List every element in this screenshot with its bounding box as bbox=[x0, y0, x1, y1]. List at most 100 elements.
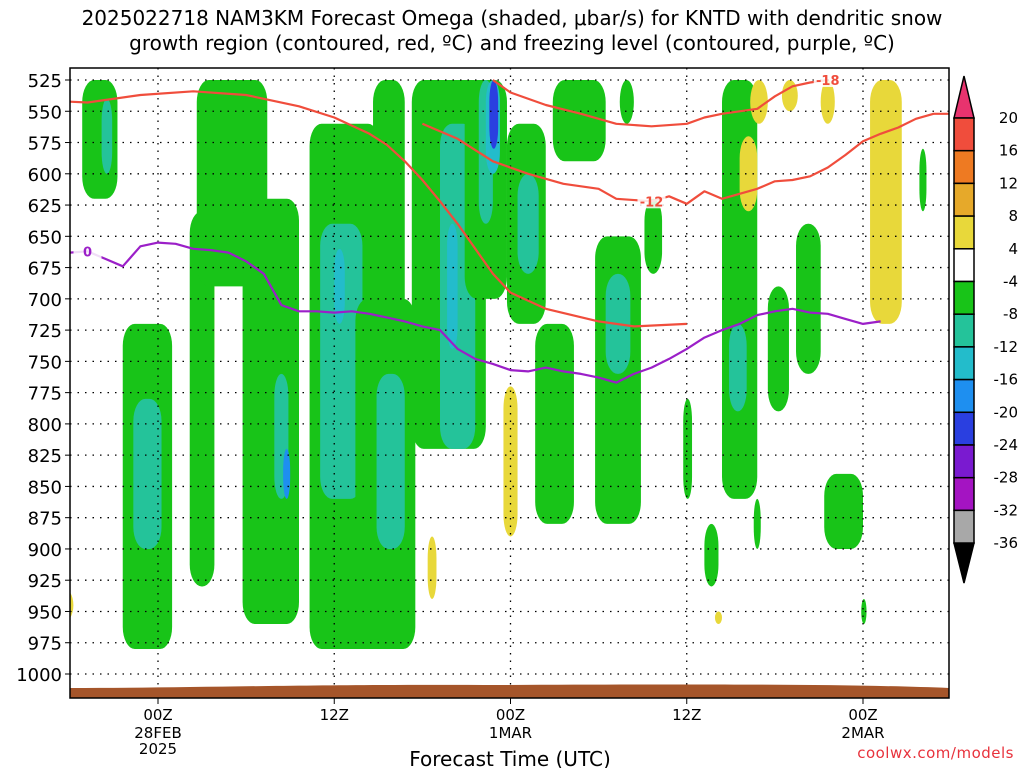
y-tick-label: 525 bbox=[28, 71, 62, 92]
x-tick-label: 00Z bbox=[143, 706, 172, 724]
omega-cell bbox=[714, 611, 722, 624]
colorbar-tick-label: 20 bbox=[999, 109, 1018, 127]
colorbar-tick-label: 4 bbox=[1008, 240, 1018, 258]
colorbar: 20 16 12 8 4 -4 -8 -12 -16 -20 -24 -28 -32 -36 bbox=[953, 75, 1019, 584]
omega-cell bbox=[796, 223, 821, 374]
colorbar-tick-label: -28 bbox=[994, 469, 1019, 487]
x-tick-label: 12Z bbox=[672, 706, 701, 724]
omega-cell bbox=[535, 323, 574, 524]
colorbar-segment bbox=[953, 444, 975, 479]
plot-frame bbox=[69, 67, 950, 699]
x-tick-sublabel: 2025 bbox=[139, 740, 177, 758]
y-tick-label: 1000 bbox=[16, 665, 62, 686]
contour-label-bg bbox=[73, 243, 102, 259]
omega-cell bbox=[704, 523, 719, 587]
contour-label: -18 bbox=[816, 74, 840, 89]
omega-cell bbox=[427, 536, 437, 599]
colorbar-tick-label: -20 bbox=[994, 403, 1019, 421]
colorbar-segment bbox=[953, 215, 975, 250]
contour-label-bg bbox=[637, 193, 666, 209]
omega-cell bbox=[101, 98, 113, 174]
contour-label: -12 bbox=[640, 195, 664, 210]
omega-cell bbox=[283, 448, 291, 499]
contour-label: 0 bbox=[83, 245, 92, 260]
omega-cell bbox=[376, 373, 405, 549]
x-tick-label: 00Z bbox=[848, 706, 877, 724]
omega-cell bbox=[3, 124, 21, 224]
y-tick-label: 550 bbox=[28, 102, 62, 123]
omega-cell bbox=[739, 136, 758, 212]
colorbar-tick-label: -8 bbox=[1003, 305, 1018, 323]
contour-lines: -12-18-120 bbox=[70, 72, 949, 384]
colorbar-segment bbox=[953, 411, 975, 446]
colorbar-top-arrow bbox=[953, 75, 975, 119]
omega-cell bbox=[767, 286, 789, 412]
omega-cell bbox=[334, 248, 345, 324]
omega-cell bbox=[552, 80, 606, 162]
omega-cell bbox=[517, 173, 539, 274]
grid-lines bbox=[70, 68, 949, 698]
y-tick-label: 850 bbox=[28, 477, 62, 498]
omega-cell bbox=[189, 211, 215, 587]
omega-cell bbox=[447, 223, 458, 349]
x-tick-sublabel: 2MAR bbox=[841, 724, 884, 742]
omega-cell bbox=[861, 598, 867, 624]
x-tick-label: 00Z bbox=[496, 706, 525, 724]
omega-cell bbox=[683, 398, 693, 499]
contour-line bbox=[70, 90, 687, 328]
y-tick-label: 775 bbox=[28, 384, 62, 405]
y-tick-label: 675 bbox=[28, 259, 62, 280]
y-tick-label: 875 bbox=[28, 509, 62, 530]
colorbar-segment bbox=[953, 346, 975, 381]
omega-cell bbox=[489, 80, 499, 149]
contour-label-bg bbox=[813, 72, 842, 87]
credit-text: coolwx.com/models bbox=[857, 744, 1014, 762]
omega-cell bbox=[729, 323, 747, 412]
colorbar-segment bbox=[953, 149, 975, 185]
omega-cell bbox=[373, 80, 405, 324]
colorbar-tick-label: 8 bbox=[1008, 207, 1018, 225]
omega-shading bbox=[3, 80, 927, 649]
x-tick-label: 12Z bbox=[320, 706, 349, 724]
colorbar-segment bbox=[953, 280, 975, 315]
y-tick-label: 825 bbox=[28, 446, 62, 467]
omega-cell bbox=[82, 80, 118, 199]
x-tick-sublabel: 28FEB bbox=[134, 724, 181, 742]
terrain-strip bbox=[70, 684, 949, 698]
omega-cell bbox=[750, 80, 768, 124]
omega-cell bbox=[820, 80, 835, 124]
chart-title-line1: 2025022718 NAM3KM Forecast Omega (shaded… bbox=[81, 6, 943, 30]
colorbar-tick-label: -4 bbox=[1003, 273, 1018, 291]
omega-cell bbox=[619, 80, 634, 124]
contour-line bbox=[421, 112, 949, 205]
colorbar-segment bbox=[953, 313, 975, 348]
omega-cell bbox=[644, 198, 663, 274]
colorbar-segment bbox=[953, 476, 975, 512]
colorbar-tick-label: -12 bbox=[994, 338, 1019, 356]
y-tick-label: 650 bbox=[28, 227, 62, 248]
omega-cell bbox=[753, 498, 761, 549]
colorbar-tick-label: 12 bbox=[999, 174, 1018, 192]
y-tick-label: 575 bbox=[28, 134, 62, 155]
omega-cell bbox=[503, 386, 518, 537]
y-tick-label: 750 bbox=[28, 352, 62, 373]
omega-cell bbox=[824, 473, 863, 549]
colorbar-tick-label: -16 bbox=[994, 371, 1019, 389]
colorbar-segment bbox=[953, 182, 975, 217]
contour-line bbox=[70, 241, 881, 384]
y-tick-label: 925 bbox=[28, 571, 62, 592]
colorbar-tick-label: -36 bbox=[994, 534, 1019, 552]
omega-cell bbox=[242, 198, 299, 624]
y-tick-label: 800 bbox=[28, 415, 62, 436]
omega-cell bbox=[133, 398, 162, 549]
colorbar-tick-label: 16 bbox=[999, 142, 1018, 160]
colorbar-segment bbox=[953, 509, 975, 544]
y-tick-label: 625 bbox=[28, 196, 62, 217]
omega-cell bbox=[781, 80, 798, 112]
colorbar-segment bbox=[953, 378, 975, 414]
y-tick-label: 725 bbox=[28, 321, 62, 342]
contour-line bbox=[492, 78, 828, 128]
x-tick-sublabel: 1MAR bbox=[489, 724, 532, 742]
